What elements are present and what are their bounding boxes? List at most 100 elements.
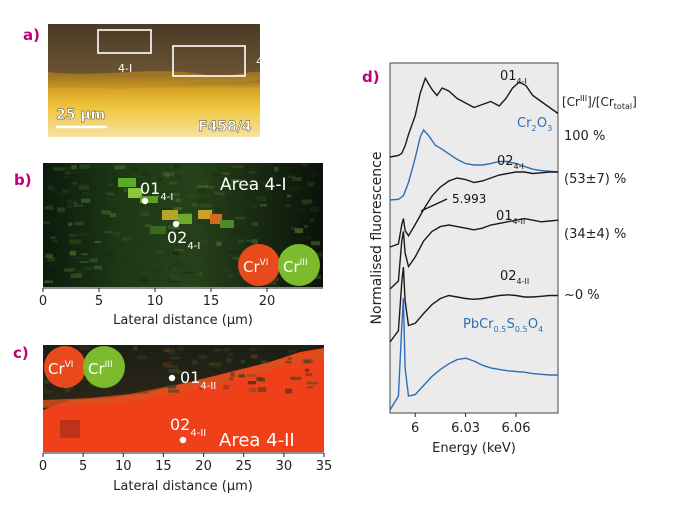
map-pixel bbox=[172, 261, 182, 267]
map-pixel bbox=[47, 257, 55, 262]
map-pixel bbox=[162, 362, 172, 368]
map-pixel bbox=[249, 348, 257, 351]
series-label-1: 014-I bbox=[500, 69, 527, 86]
map-pixel bbox=[303, 359, 312, 364]
map-pixel bbox=[171, 227, 181, 230]
map-pixel bbox=[137, 355, 148, 360]
ratio-value-5: ~0 % bbox=[564, 288, 600, 303]
map-pixel bbox=[67, 205, 72, 208]
map-pixel bbox=[73, 199, 78, 203]
map-pixel bbox=[177, 347, 185, 351]
map-pixel bbox=[66, 188, 72, 193]
map-pixel bbox=[108, 182, 115, 186]
map-pixel bbox=[64, 274, 71, 279]
map-pixel bbox=[172, 250, 179, 255]
map-pixel bbox=[137, 389, 149, 394]
map-pixel bbox=[84, 243, 92, 247]
map-pixel bbox=[212, 193, 220, 197]
map-pixel bbox=[247, 374, 256, 377]
point-01-4-II-label: 014-II bbox=[180, 368, 216, 392]
map-pixel bbox=[174, 164, 180, 169]
map-pixel bbox=[227, 249, 240, 253]
panel-d-x-axis: 6 6.03 6.06 bbox=[411, 413, 530, 436]
cr3-legend-circle bbox=[278, 244, 320, 286]
map-pixel bbox=[302, 201, 311, 206]
panel-c-x-axis: 0 5 10 15 20 25 30 35 bbox=[39, 452, 332, 474]
hotspot bbox=[150, 226, 166, 234]
x-tick-label: 6.03 bbox=[451, 421, 480, 436]
map-pixel bbox=[67, 216, 75, 219]
map-pixel bbox=[168, 384, 174, 389]
map-pixel bbox=[309, 207, 320, 212]
map-pixel bbox=[44, 390, 54, 393]
map-pixel bbox=[137, 280, 148, 285]
map-pixel bbox=[52, 239, 58, 243]
map-pixel bbox=[73, 204, 84, 207]
map-pixel bbox=[256, 196, 267, 202]
map-pixel bbox=[150, 267, 161, 273]
map-pixel bbox=[186, 194, 195, 198]
spectrum-line-6 bbox=[389, 297, 558, 411]
x-tick-label: 15 bbox=[155, 459, 172, 474]
map-pixel bbox=[302, 358, 314, 363]
map-pixel bbox=[81, 253, 88, 256]
map-pixel bbox=[232, 165, 244, 168]
map-pixel bbox=[50, 236, 56, 239]
map-pixel bbox=[247, 380, 256, 385]
map-pixel bbox=[249, 188, 257, 193]
map-pixel bbox=[238, 374, 245, 378]
map-pixel bbox=[207, 211, 218, 216]
cr6-legend-label: CrVI bbox=[243, 258, 268, 276]
map-pixel bbox=[233, 230, 244, 235]
map-pixel bbox=[114, 165, 125, 170]
map-pixel bbox=[101, 210, 112, 215]
map-pixel bbox=[57, 207, 65, 213]
hotspot bbox=[210, 214, 222, 224]
map-pixel bbox=[250, 205, 258, 208]
map-pixel bbox=[140, 277, 148, 282]
x-tick-label: 6.06 bbox=[502, 421, 531, 436]
map-pixel bbox=[81, 198, 91, 203]
map-pixel bbox=[255, 187, 268, 192]
x-tick-label: 15 bbox=[203, 294, 220, 309]
map-pixel bbox=[105, 198, 116, 201]
map-pixel bbox=[133, 346, 138, 351]
map-pixel bbox=[135, 175, 145, 179]
series-label-5: 024-II bbox=[500, 269, 529, 286]
area-4-II-label: 4-II bbox=[256, 55, 273, 68]
map-pixel bbox=[198, 354, 208, 359]
map-pixel bbox=[311, 241, 320, 246]
hotspot bbox=[178, 214, 192, 224]
map-pixel bbox=[77, 250, 89, 253]
map-pixel bbox=[195, 221, 201, 224]
map-pixel bbox=[65, 171, 72, 175]
map-pixel bbox=[47, 184, 55, 190]
map-pixel bbox=[168, 368, 180, 373]
map-pixel bbox=[301, 199, 313, 204]
ratio-value-2: 100 % bbox=[564, 129, 605, 144]
cr6-legend-circle bbox=[238, 244, 280, 286]
hotspot bbox=[162, 210, 178, 220]
map-pixel bbox=[64, 387, 71, 393]
map-pixel bbox=[138, 268, 149, 272]
map-pixel bbox=[44, 280, 53, 284]
map-pixel bbox=[74, 233, 87, 237]
map-pixel bbox=[139, 241, 149, 247]
map-pixel bbox=[113, 232, 121, 237]
map-pixel bbox=[64, 268, 74, 272]
map-pixel bbox=[83, 184, 90, 188]
map-pixel bbox=[250, 354, 258, 359]
map-pixel bbox=[88, 345, 100, 351]
map-pixel bbox=[68, 233, 76, 238]
map-pixel bbox=[302, 345, 309, 349]
map-pixel bbox=[226, 357, 232, 363]
map-pixel bbox=[75, 200, 84, 205]
point-02-4-II-label: 024-II bbox=[170, 415, 206, 439]
ratio-value-4: (34±4) % bbox=[564, 227, 626, 242]
map-pixel bbox=[156, 177, 163, 182]
map-pixel bbox=[271, 277, 279, 281]
map-pixel bbox=[290, 376, 302, 381]
annotation-arrow bbox=[420, 198, 448, 212]
map-pixel bbox=[209, 362, 215, 366]
spectrum-line-3 bbox=[389, 171, 558, 248]
